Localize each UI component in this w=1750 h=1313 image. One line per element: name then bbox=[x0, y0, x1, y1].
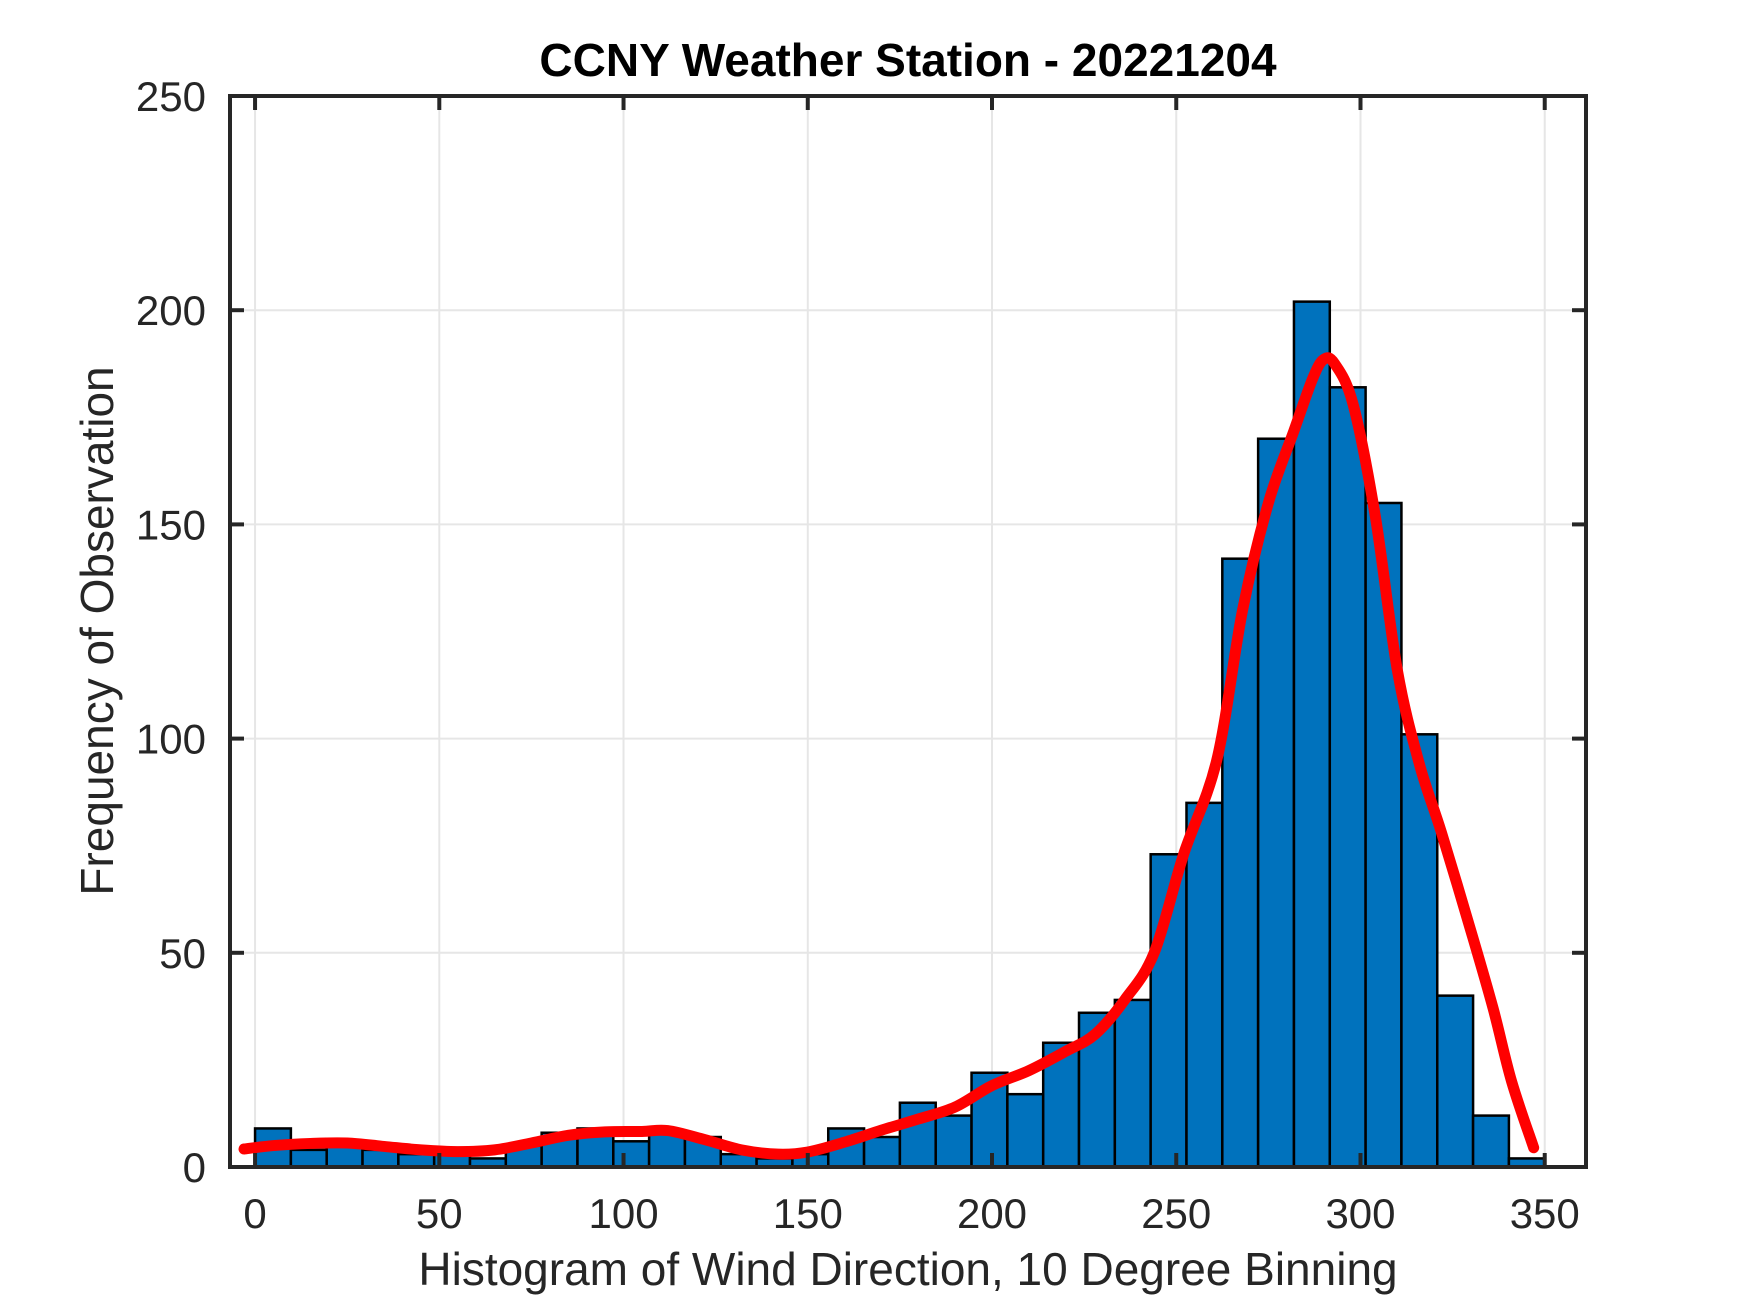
y-tick-label: 200 bbox=[136, 287, 206, 334]
y-tick-label: 50 bbox=[159, 930, 206, 977]
x-axis-label: Histogram of Wind Direction, 10 Degree B… bbox=[418, 1243, 1398, 1295]
y-tick-label: 250 bbox=[136, 73, 206, 120]
x-tick-label: 0 bbox=[243, 1190, 266, 1237]
histogram-bar bbox=[862, 1135, 902, 1169]
histogram-bar bbox=[1328, 386, 1367, 1169]
histogram-bar bbox=[1221, 557, 1260, 1169]
y-tick-label: 0 bbox=[183, 1144, 206, 1191]
x-tick-label: 200 bbox=[957, 1190, 1027, 1237]
y-tick-label: 150 bbox=[136, 501, 206, 548]
x-tick-label: 100 bbox=[588, 1190, 658, 1237]
y-axis-label: Frequency of Observation bbox=[71, 366, 123, 896]
x-tick-label: 300 bbox=[1325, 1190, 1395, 1237]
x-tick-label: 250 bbox=[1141, 1190, 1211, 1237]
x-tick-label: 50 bbox=[416, 1190, 463, 1237]
chart-title: CCNY Weather Station - 20221204 bbox=[539, 34, 1277, 86]
fit-curve-path bbox=[238, 352, 1540, 1160]
histogram-bar bbox=[1185, 801, 1224, 1169]
histogram-bar bbox=[1292, 300, 1332, 1169]
histogram-bar bbox=[934, 1114, 973, 1169]
histogram-bar bbox=[1436, 994, 1475, 1169]
axis-ticks bbox=[230, 94, 1586, 1169]
x-tick-labels: 0 50 100 150 200 250 300 350 bbox=[243, 1190, 1579, 1237]
histogram-bar bbox=[289, 1148, 328, 1169]
fit-curve bbox=[238, 352, 1540, 1160]
histogram-bar bbox=[1256, 437, 1296, 1169]
histogram-bars bbox=[253, 300, 1546, 1169]
plot-frame bbox=[228, 94, 1588, 1169]
x-tick-label: 350 bbox=[1510, 1190, 1580, 1237]
histogram-bar bbox=[612, 1140, 651, 1169]
axes-box bbox=[228, 94, 1588, 1169]
y-tick-labels: 0 50 100 150 200 250 bbox=[136, 73, 206, 1191]
x-tick-label: 150 bbox=[773, 1190, 843, 1237]
y-tick-label: 100 bbox=[136, 716, 206, 763]
histogram-bar bbox=[1471, 1114, 1511, 1169]
histogram-bar bbox=[1006, 1092, 1045, 1169]
histogram-bar bbox=[1113, 998, 1152, 1169]
